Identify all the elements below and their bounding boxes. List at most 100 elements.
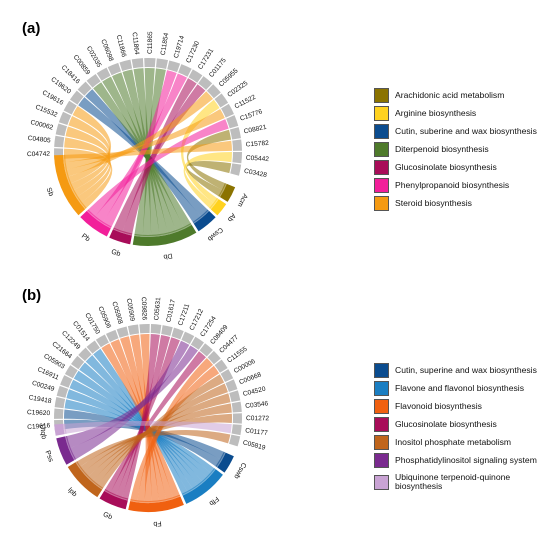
gene-arc [199, 343, 213, 357]
gene-label: C03546 [245, 400, 269, 410]
gene-label: C02325 [226, 80, 249, 99]
legend-item: Phosphatidylinositol signaling system [374, 451, 546, 469]
legend-label: Steroid biosynthesis [395, 197, 472, 208]
gene-label: C04520 [242, 386, 266, 398]
chord-link [183, 152, 232, 209]
gene-label: C05908 [110, 301, 123, 325]
gene-arc [105, 329, 119, 342]
pathway-arc [132, 224, 197, 246]
pathway-label: Ab [226, 212, 237, 223]
gene-arc [214, 359, 228, 373]
pathway-label: Gb [102, 511, 113, 521]
legend-swatch [374, 159, 389, 175]
pathway-band [218, 183, 227, 198]
gene-arc [96, 67, 111, 81]
pathway-arc [220, 183, 236, 202]
gene-label: C00062 [30, 119, 54, 132]
gene-label: C11866 [115, 34, 127, 58]
chord-link [186, 160, 232, 197]
gene-arc [127, 324, 140, 335]
gene-label: C05819 [242, 439, 266, 452]
gene-arc [131, 58, 144, 69]
gene-arc [69, 90, 84, 105]
chord-link [97, 374, 225, 489]
legend-label: Diterpenoid biosynthesis [395, 143, 489, 154]
gene-label: C04742 [27, 151, 51, 158]
pathway-label: Ffb [207, 495, 219, 507]
chord-link [93, 82, 192, 228]
chord-link [79, 413, 233, 473]
pathway-label: Ipb [66, 486, 78, 498]
gene-arc [119, 59, 133, 72]
gene-arc [178, 64, 192, 77]
gene-arc [232, 413, 242, 424]
pathway-arc [54, 154, 86, 216]
gene-arc [144, 58, 156, 68]
pathway-label: Pb [80, 233, 91, 244]
gene-label: C09826 [140, 297, 148, 321]
legend-label: Phosphatidylinositol signaling system [395, 454, 537, 465]
legend-swatch [374, 416, 389, 432]
chord-panel: C19616C19620C19418C00249C16911C05903C216… [27, 297, 270, 527]
legend-item: Inositol phosphate metabolism [374, 433, 546, 451]
gene-arc [63, 100, 77, 115]
legend-label: Cutin, superine and wax biosynthesis [395, 364, 537, 375]
gene-label: C11864 [131, 32, 141, 56]
pathway-arc [99, 490, 128, 510]
pathway-arc [109, 229, 132, 245]
gene-label: C01177 [245, 427, 269, 437]
gene-label: C19616 [27, 422, 51, 431]
gene-label: C19714 [173, 35, 186, 59]
chord-link [130, 365, 220, 502]
chord-link [64, 420, 232, 434]
pathway-arc [54, 423, 65, 436]
chord-link [66, 389, 212, 478]
gene-arc [155, 58, 169, 69]
gene-label: C11854 [160, 32, 170, 56]
pathway-label: Utqb [38, 424, 47, 440]
legend-item: Diterpenoid biosynthesis [374, 140, 546, 158]
legend-label: Inositol phosphate metabolism [395, 436, 512, 447]
gene-arc [232, 139, 242, 151]
legend-label: Cutin, suberine and wax biosynthesis [395, 125, 537, 136]
pathway-band [75, 461, 104, 490]
pathway-label: Gb [110, 249, 121, 259]
gene-label: C02035 [85, 45, 103, 69]
gene-label: C04805 [27, 135, 51, 145]
gene-arc [214, 93, 229, 108]
pathway-arc [67, 462, 103, 498]
legend-item: Steroid biosynthesis [374, 194, 546, 212]
legend-item: Glucosinolate biosynthesis [374, 158, 546, 176]
gene-label: C05442 [246, 155, 270, 163]
gene-label: C00006 [233, 358, 257, 375]
legend-item: Arginine biosynthesis [374, 104, 546, 122]
pathway-arc [217, 452, 234, 473]
pathway-arc [128, 496, 184, 512]
legend-swatch [374, 87, 389, 103]
gene-arc [231, 401, 242, 413]
gene-label: C17211 [177, 303, 191, 327]
chord-link [115, 335, 171, 498]
chord-link [73, 370, 203, 486]
gene-label: C15776 [239, 108, 263, 122]
gene-label: C19620 [27, 409, 51, 417]
gene-arc [225, 379, 238, 392]
gene-label: C19418 [28, 394, 52, 405]
chord-link [186, 129, 232, 191]
chord-link [69, 379, 208, 482]
gene-arc [86, 340, 100, 354]
chord-link [65, 345, 199, 449]
gene-arc [161, 325, 173, 336]
pathway-band [104, 489, 129, 501]
chord-link [83, 403, 232, 477]
pathway-band [130, 494, 181, 503]
pathway-arc [80, 210, 111, 237]
pathway-label: Cswb [232, 461, 247, 480]
gene-label: C05631 [153, 297, 162, 321]
chord-link [121, 334, 160, 500]
pathway-label: Sb [45, 187, 55, 198]
legend-swatch [374, 105, 389, 121]
chord-link [64, 109, 225, 170]
